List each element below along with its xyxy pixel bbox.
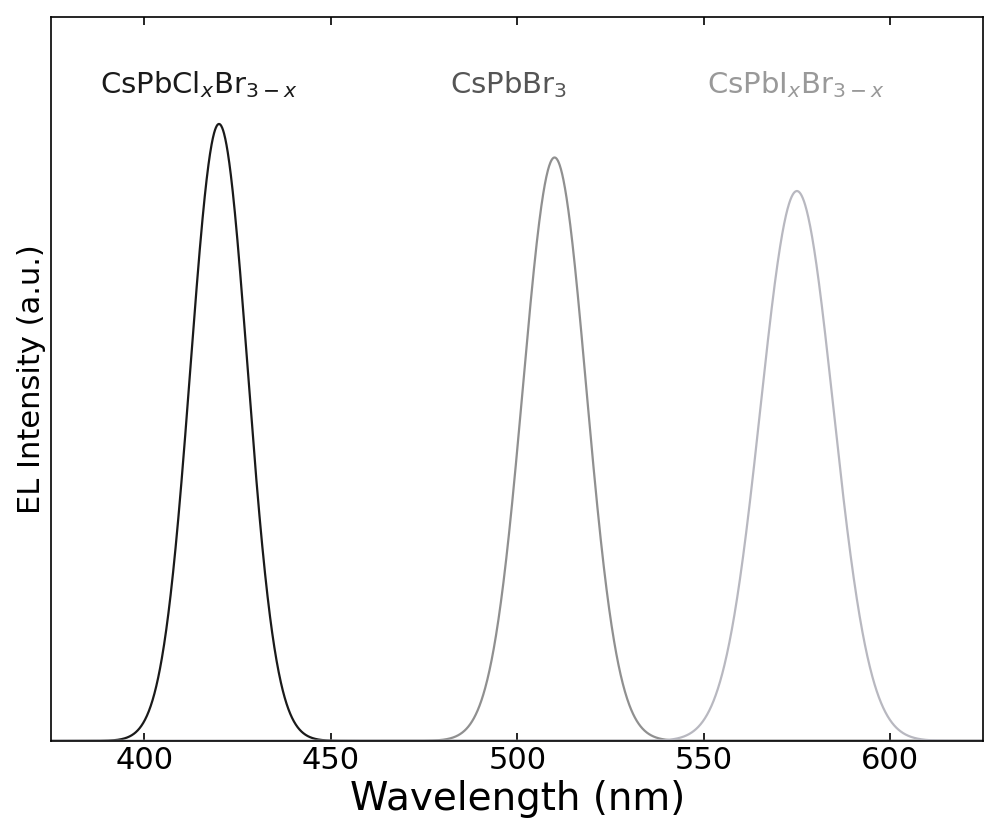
- Text: CsPbI$_x$Br$_{3-x}$: CsPbI$_x$Br$_{3-x}$: [707, 69, 885, 100]
- Text: CsPbCl$_x$Br$_{3-x}$: CsPbCl$_x$Br$_{3-x}$: [100, 69, 297, 100]
- X-axis label: Wavelength (nm): Wavelength (nm): [350, 781, 685, 818]
- Text: CsPbBr$_3$: CsPbBr$_3$: [450, 69, 567, 100]
- Y-axis label: EL Intensity (a.u.): EL Intensity (a.u.): [17, 244, 46, 514]
